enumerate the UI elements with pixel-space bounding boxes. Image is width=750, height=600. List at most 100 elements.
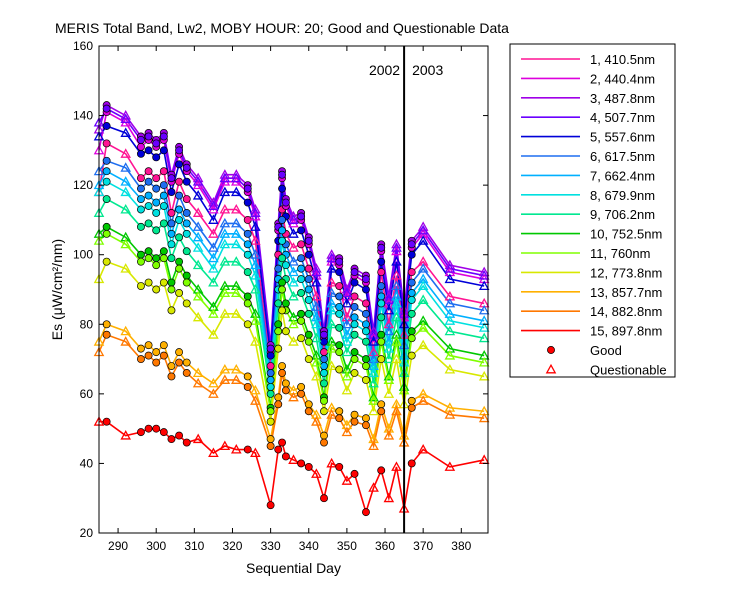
good-point xyxy=(175,177,184,186)
questionable-point xyxy=(417,221,429,231)
questionable-point xyxy=(120,110,132,120)
questionable-point xyxy=(250,336,261,346)
good-point xyxy=(281,299,290,308)
questionable-point xyxy=(391,336,402,346)
good-point xyxy=(243,198,252,207)
legend-label: 4, 507.7nm xyxy=(590,110,655,125)
good-point xyxy=(362,275,370,284)
good-point xyxy=(362,309,370,318)
y-tick-label: 80 xyxy=(80,317,94,331)
questionable-point xyxy=(219,203,231,214)
good-point xyxy=(297,389,306,398)
questionable-point xyxy=(478,304,490,315)
legend-label: 10, 752.5nm xyxy=(590,227,662,242)
good-point xyxy=(335,302,344,311)
good-point xyxy=(167,362,176,370)
good-point xyxy=(159,278,168,287)
questionable-point xyxy=(444,315,456,325)
questionable-point xyxy=(219,308,231,318)
good-point xyxy=(182,299,191,308)
good-point xyxy=(102,257,111,266)
questionable-point xyxy=(192,190,204,200)
good-point xyxy=(304,330,313,339)
questionable-point xyxy=(417,263,429,273)
good-point xyxy=(335,341,344,350)
questionable-point xyxy=(288,214,299,224)
x-tick-label: 350 xyxy=(337,539,357,553)
good-point xyxy=(377,355,386,364)
legend-box xyxy=(509,43,676,378)
questionable-point xyxy=(120,263,132,273)
good-point xyxy=(281,386,290,395)
questionable-point xyxy=(230,172,242,183)
y-tick-label: 160 xyxy=(73,39,93,53)
questionable-point xyxy=(250,221,261,231)
questionable-point xyxy=(288,266,299,277)
questionable-point xyxy=(478,412,490,423)
questionable-point xyxy=(288,336,299,346)
good-point xyxy=(102,177,111,186)
good-point xyxy=(167,174,176,183)
good-point xyxy=(320,362,328,370)
good-point xyxy=(159,428,168,437)
questionable-point xyxy=(311,290,322,301)
questionable-point xyxy=(341,370,353,381)
questionable-point xyxy=(417,339,429,350)
good-point xyxy=(362,327,370,336)
good-point xyxy=(182,195,191,204)
questionable-point xyxy=(391,256,402,266)
good-point xyxy=(243,382,252,391)
good-point xyxy=(407,351,416,360)
questionable-point xyxy=(391,311,402,322)
legend-label: 6, 617.5nm xyxy=(590,149,655,164)
questionable-point xyxy=(368,367,379,377)
questionable-point xyxy=(326,318,337,329)
good-point xyxy=(320,494,328,503)
good-point xyxy=(377,299,386,308)
questionable-point xyxy=(383,353,395,364)
questionable-point xyxy=(383,388,395,398)
questionable-point xyxy=(368,377,379,388)
good-point xyxy=(304,355,313,364)
questionable-point xyxy=(120,186,132,197)
questionable-point xyxy=(368,440,379,451)
good-point xyxy=(278,369,287,377)
y-tick-label: 60 xyxy=(80,387,94,401)
good-point xyxy=(175,215,184,224)
good-point xyxy=(144,219,153,228)
good-point xyxy=(266,369,275,377)
good-point xyxy=(152,254,161,263)
questionable-point xyxy=(288,454,299,464)
good-point xyxy=(182,278,191,287)
questionable-point xyxy=(391,270,402,280)
good-point xyxy=(377,400,386,409)
questionable-point xyxy=(417,322,429,332)
good-point xyxy=(274,400,283,409)
good-point xyxy=(281,452,290,461)
questionable-point xyxy=(478,454,490,464)
questionable-point xyxy=(208,200,219,211)
questionable-point xyxy=(288,277,299,287)
good-point xyxy=(350,268,359,277)
good-point xyxy=(159,181,168,190)
questionable-point xyxy=(478,370,490,381)
questionable-point xyxy=(311,301,322,311)
good-point xyxy=(350,278,359,287)
questionable-point xyxy=(341,426,353,437)
questionable-point xyxy=(417,395,429,405)
x-tick-label: 290 xyxy=(108,539,128,553)
questionable-point xyxy=(250,207,261,217)
y-tick-label: 40 xyxy=(80,456,94,470)
good-point xyxy=(159,341,168,350)
good-point xyxy=(304,264,313,273)
series-line-15 xyxy=(99,420,485,515)
questionable-point xyxy=(208,308,219,318)
legend-questionable-label: Questionable xyxy=(590,362,667,377)
good-point xyxy=(175,358,184,367)
good-point xyxy=(243,229,252,238)
good-point xyxy=(144,424,153,433)
questionable-point xyxy=(250,203,261,214)
good-point xyxy=(335,407,344,416)
good-point xyxy=(144,191,153,200)
good-point xyxy=(182,177,191,186)
